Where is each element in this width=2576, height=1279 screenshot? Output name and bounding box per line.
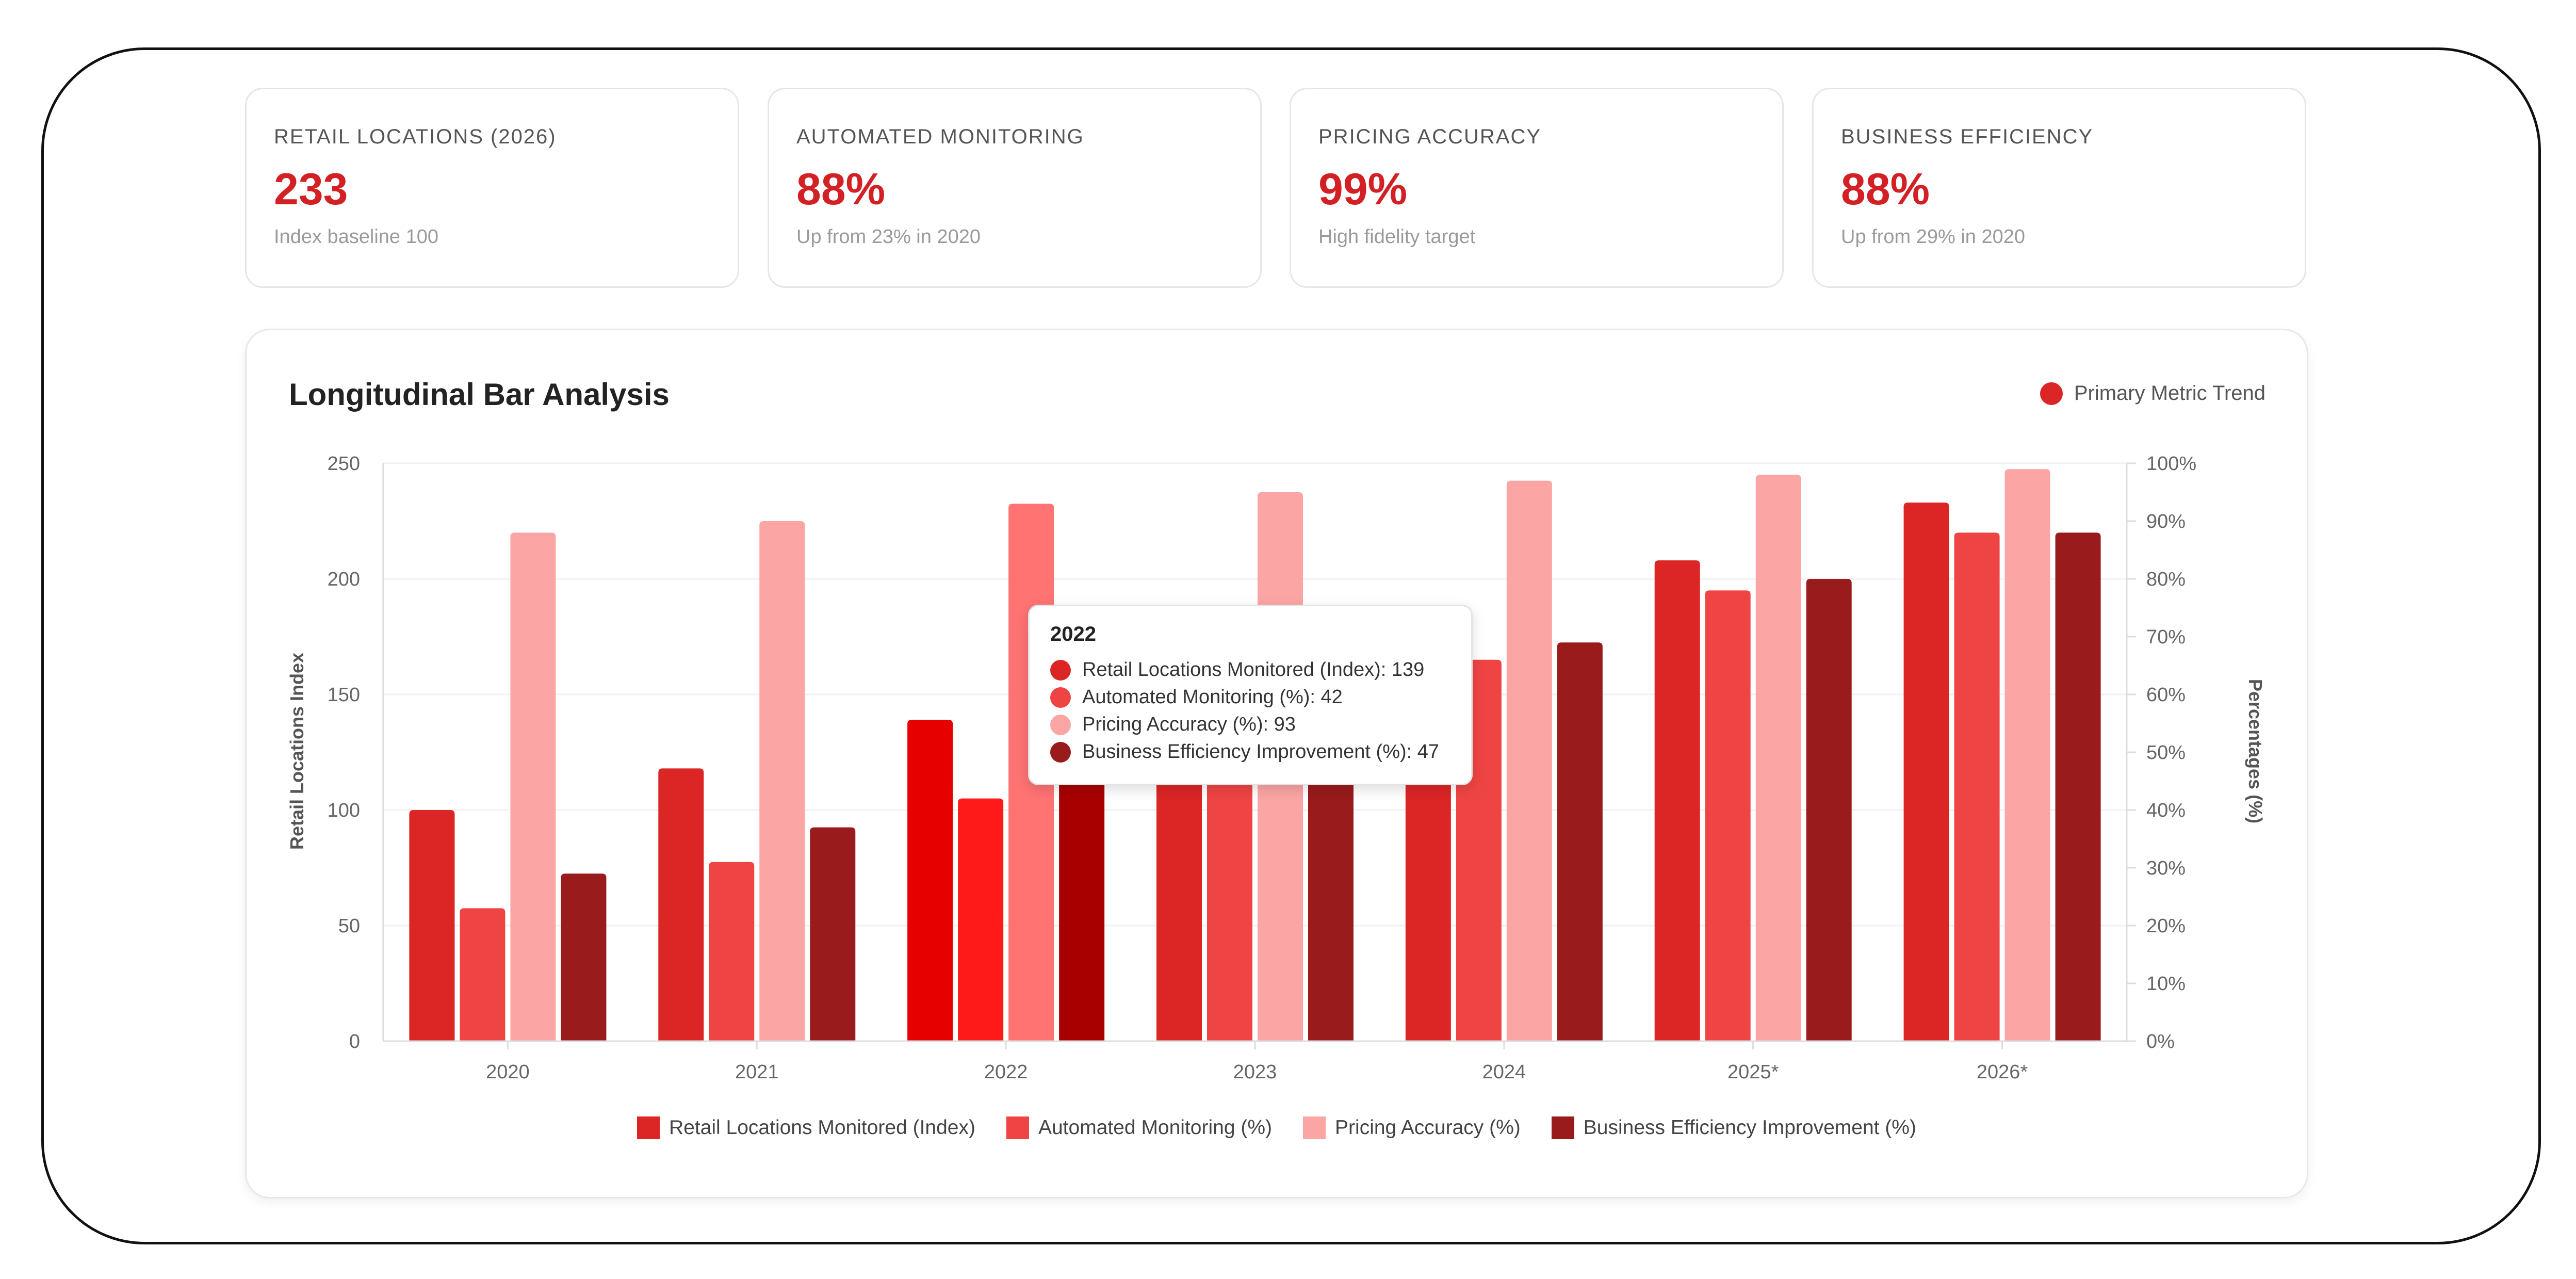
bar [561,873,607,1041]
tooltip-row-text: Pricing Accuracy (%): 93 [1082,714,1296,735]
kpi-subtext: High fidelity target [1318,226,1476,248]
bar [1903,503,1949,1041]
kpi-card-automated-monitoring: AUTOMATED MONITORING 88% Up from 23% in … [768,88,1262,288]
right-tick-label: 0% [2146,1031,2175,1053]
legend-label: Pricing Accuracy (%) [1335,1116,1521,1139]
bar [1654,560,1700,1041]
left-tick-label: 150 [328,684,360,706]
kpi-value: 233 [274,165,348,214]
kpi-value: 88% [1841,165,1930,214]
series-dot-icon [1050,659,1071,681]
bar [658,768,704,1041]
legend-label: Business Efficiency Improvement (%) [1583,1116,1916,1139]
bar [1806,579,1852,1041]
bar [907,720,953,1041]
left-tick-label: 250 [328,453,360,475]
kpi-value: 99% [1318,165,1408,214]
left-tick-label: 0 [349,1031,360,1053]
left-tick-label: 100 [328,800,360,821]
bar [409,810,455,1041]
right-tick-label: 50% [2146,742,2186,764]
series-dot-icon [1050,687,1071,708]
series-dot-icon [1050,741,1071,763]
bar [1059,769,1105,1041]
trend-dot-icon [2040,382,2063,405]
tooltip-row: Automated Monitoring (%): 42 [1050,686,1343,708]
kpi-label: AUTOMATED MONITORING [796,125,1084,148]
kpi-subtext: Up from 23% in 2020 [796,226,981,248]
bar [510,532,556,1041]
tooltip-title: 2022 [1050,623,1096,645]
tooltip-row-text: Automated Monitoring (%): 42 [1082,686,1343,708]
bar [709,862,755,1041]
right-tick-label: 80% [2146,569,2186,590]
right-axis-title: Percentages (%) [2245,679,2266,823]
bar [2004,469,2050,1042]
right-tick-label: 60% [2146,684,2186,706]
legend-swatch-icon [1303,1116,1326,1139]
legend-label: Automated Monitoring (%) [1038,1116,1273,1139]
right-tick-label: 40% [2146,800,2186,821]
bar [1705,590,1751,1041]
legend-item-business-efficiency[interactable]: Business Efficiency Improvement (%) [1551,1116,1916,1139]
left-axis-title: Retail Locations Index [286,653,307,850]
series-dot-icon [1050,714,1071,735]
chart-legend: Retail Locations Monitored (Index) Autom… [247,1116,2307,1139]
tooltip-row: Business Efficiency Improvement (%): 47 [1050,741,1439,763]
x-tick-label: 2020 [486,1061,530,1083]
bar [810,827,856,1041]
tooltip-row: Pricing Accuracy (%): 93 [1050,714,1296,736]
trend-legend[interactable]: Primary Metric Trend [2040,382,2265,405]
tooltip-row: Retail Locations Monitored (Index): 139 [1050,659,1424,681]
kpi-label: BUSINESS EFFICIENCY [1841,125,2094,148]
right-tick-label: 90% [2146,511,2186,532]
axes: 0 50 100 150 200 250 0% 10% 20% 30% 40% 50% 60% 70% 80… [328,453,2197,1083]
legend-item-automated-monitoring[interactable]: Automated Monitoring (%) [1006,1116,1272,1139]
bar [1506,480,1552,1041]
x-tick-label: 2022 [984,1061,1028,1083]
legend-item-pricing-accuracy[interactable]: Pricing Accuracy (%) [1303,1116,1521,1139]
right-tick-label: 20% [2146,915,2186,937]
kpi-card-business-efficiency: BUSINESS EFFICIENCY 88% Up from 29% in 2… [1812,88,2306,288]
bar [759,521,805,1041]
legend-swatch-icon [1006,1116,1029,1139]
left-tick-label: 200 [328,569,360,590]
kpi-label: PRICING ACCURACY [1318,125,1542,148]
left-tick-label: 50 [338,915,360,937]
tooltip-row-text: Retail Locations Monitored (Index): 139 [1082,659,1425,681]
bar [958,798,1004,1041]
legend-label: Retail Locations Monitored (Index) [669,1116,975,1139]
chart-title: Longitudinal Bar Analysis [289,377,670,412]
x-tick-label: 2025* [1727,1061,1779,1083]
x-tick-label: 2023 [1233,1061,1277,1083]
kpi-card-pricing-accuracy: PRICING ACCURACY 99% High fidelity targe… [1290,88,1784,288]
kpi-card-retail-locations: RETAIL LOCATIONS (2026) 233 Index baseli… [245,88,739,288]
chart-panel: Longitudinal Bar Analysis Primary Metric… [245,329,2308,1199]
bar [1308,706,1354,1041]
right-tick-label: 30% [2146,857,2186,879]
bar [1755,475,1801,1041]
tooltip-row-text: Business Efficiency Improvement (%): 47 [1082,741,1440,763]
x-tick-label: 2026* [1977,1061,2028,1083]
kpi-label: RETAIL LOCATIONS (2026) [274,125,557,148]
kpi-value: 88% [796,165,886,214]
bar [460,908,506,1041]
bar [1207,723,1252,1041]
legend-swatch-icon [1551,1116,1574,1139]
legend-swatch-icon [637,1116,660,1139]
bar [1954,532,2000,1041]
trend-legend-label: Primary Metric Trend [2074,382,2265,404]
bar [2055,532,2101,1041]
x-tick-label: 2021 [735,1061,779,1083]
bar [1557,642,1603,1041]
right-tick-label: 10% [2146,973,2186,995]
right-tick-label: 70% [2146,626,2186,648]
kpi-subtext: Up from 29% in 2020 [1841,226,2025,248]
x-tick-label: 2024 [1482,1061,1526,1083]
kpi-subtext: Index baseline 100 [274,226,439,248]
legend-item-retail-locations[interactable]: Retail Locations Monitored (Index) [637,1116,975,1139]
right-tick-label: 100% [2146,453,2196,475]
chart-tooltip: 2022 Retail Locations Monitored (Index):… [1028,605,1473,785]
